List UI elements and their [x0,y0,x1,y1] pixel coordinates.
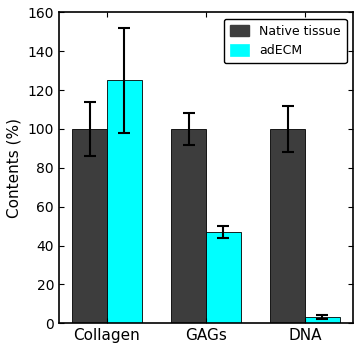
Bar [72,129,107,323]
Bar [305,317,340,323]
Bar [206,232,240,323]
Bar [270,129,305,323]
Legend: Native tissue, adECM: Native tissue, adECM [224,19,347,63]
Bar [171,129,206,323]
Y-axis label: Contents (%): Contents (%) [7,118,22,218]
Bar [107,80,141,323]
